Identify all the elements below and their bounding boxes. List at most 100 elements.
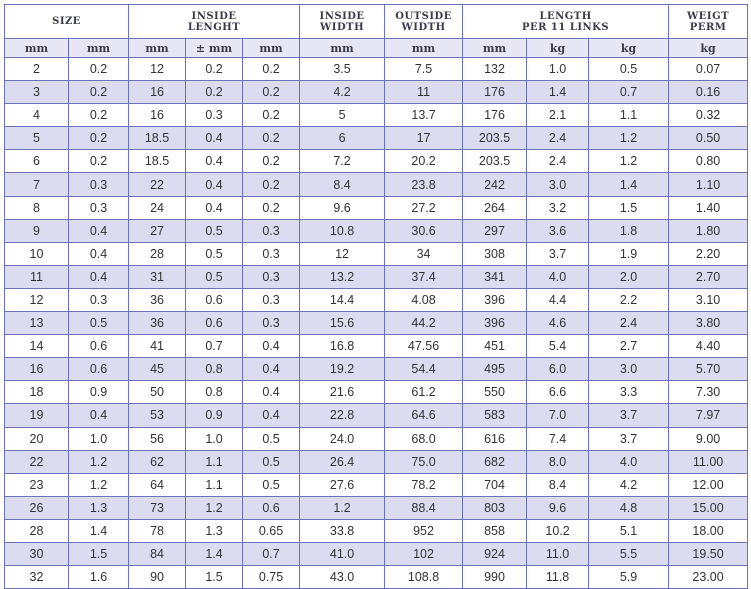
table-cell: 4.6 (526, 311, 590, 336)
table-cell: 44.2 (384, 311, 464, 336)
table-cell: 61.2 (384, 380, 464, 405)
table-cell: 0.4 (67, 241, 130, 266)
table-cell: 704 (462, 472, 528, 497)
table-cell: 1.2 (588, 126, 670, 151)
table-cell: 0.3 (185, 103, 244, 128)
table-cell: 34 (384, 241, 464, 266)
table-cell: 22 (128, 172, 187, 197)
table-cell: 2 (4, 56, 69, 82)
table-cell: 1.6 (67, 565, 130, 589)
table-cell: 31 (128, 264, 187, 289)
table-cell: 0.6 (67, 357, 130, 382)
table-cell: 451 (462, 334, 528, 359)
table-cell: 1.4 (526, 80, 590, 105)
table-cell: 84 (128, 541, 187, 567)
table-cell: 5.1 (588, 518, 670, 543)
table-cell: 3.3 (588, 380, 670, 405)
table-row: 13 0.5 36 0.6 0.3 15.6 44.2 396 4.6 2.4 3.80 (4, 311, 749, 336)
table-cell: 132 (462, 56, 528, 82)
table-cell: 924 (462, 541, 528, 567)
table-cell: 0.6 (242, 495, 301, 520)
table-cell: 9.6 (526, 495, 590, 520)
table-row: 26 1.3 73 1.2 0.6 1.2 88.4 803 9.6 4.8 15.00 (4, 495, 749, 520)
table-cell: 5.9 (588, 565, 670, 589)
unit-header-cell: mm (299, 38, 386, 58)
table-cell: 0.2 (242, 103, 301, 128)
unit-header-cell: mm (242, 38, 301, 58)
table-row: 10 0.4 28 0.5 0.3 12 34 308 3.7 1.9 2.20 (4, 241, 749, 266)
table-cell: 3 (4, 80, 69, 105)
table-cell: 88.4 (384, 495, 464, 520)
table-cell: 102 (384, 541, 464, 567)
table-cell: 0.4 (185, 172, 244, 197)
table-cell: 10.2 (526, 518, 590, 543)
table-cell: 0.07 (668, 56, 749, 82)
table-cell: 12 (299, 241, 386, 266)
table-cell: 16.8 (299, 334, 386, 359)
table-cell: 27 (128, 218, 187, 243)
table-cell: 3.0 (526, 172, 590, 197)
unit-header-cell: mm (4, 38, 69, 58)
table-cell: 11.0 (526, 541, 590, 567)
table-cell: 9.00 (668, 426, 749, 451)
table-cell: 12 (128, 56, 187, 82)
table-cell: 75.0 (384, 449, 464, 474)
table-cell: 0.4 (67, 218, 130, 243)
table-cell: 0.4 (242, 403, 301, 428)
header-length-per-11-links: LENGTH PER 11 LINKS (462, 4, 670, 39)
table-cell: 0.2 (67, 149, 130, 174)
table-cell: 1.2 (588, 149, 670, 174)
table-cell: 1.2 (299, 495, 386, 520)
table-cell: 396 (462, 311, 528, 336)
group-header-row: SIZE INSIDE LENGHT INSIDE WIDTH OUTSIDE WID… (3, 4, 749, 39)
table-cell: 203.5 (462, 126, 528, 151)
table-row: 3 0.2 16 0.2 0.2 4.2 11 176 1.4 0.7 0.16 (4, 80, 749, 105)
unit-header-cell: ± mm (185, 38, 244, 58)
table-cell: 11 (4, 264, 69, 289)
table-cell: 19 (4, 403, 69, 428)
table-cell: 6 (4, 149, 69, 174)
table-cell: 583 (462, 403, 528, 428)
table-cell: 0.80 (668, 149, 749, 174)
unit-header-cell: kg (526, 38, 590, 58)
table-cell: 43.0 (299, 565, 386, 589)
table-cell: 0.7 (588, 80, 670, 105)
table-cell: 0.16 (668, 80, 749, 105)
table-cell: 20.2 (384, 149, 464, 174)
table-row: 20 1.0 56 1.0 0.5 24.0 68.0 616 7.4 3.7 9.00 (4, 426, 749, 451)
table-cell: 21.6 (299, 380, 386, 405)
table-cell: 1.5 (588, 195, 670, 220)
table-cell: 2.0 (588, 264, 670, 289)
table-cell: 8 (4, 195, 69, 220)
table-cell: 495 (462, 357, 528, 382)
table-cell: 18.5 (128, 126, 187, 151)
table-cell: 14 (4, 334, 69, 359)
table-cell: 7.5 (384, 56, 464, 82)
table-cell: 41 (128, 334, 187, 359)
table-cell: 0.7 (242, 541, 301, 567)
table-cell: 4.4 (526, 287, 590, 313)
table-cell: 1.5 (185, 565, 244, 589)
table-cell: 16 (128, 103, 187, 128)
table-cell: 341 (462, 264, 528, 289)
table-cell: 0.3 (242, 287, 301, 313)
table-cell: 20 (4, 426, 69, 451)
header-weight-perm: WEIGT PERM (668, 4, 749, 39)
table-cell: 10 (4, 241, 69, 266)
table-cell: 64 (128, 472, 187, 497)
table-body: 2 0.2 12 0.2 0.2 3.5 7.5 132 1.0 0.5 0.07 3 0.2 16 0.2… (4, 56, 749, 589)
table-cell: 108.8 (384, 565, 464, 589)
table-cell: 16 (128, 80, 187, 105)
table-cell: 24.0 (299, 426, 386, 451)
table-cell: 1.2 (185, 495, 244, 520)
table-cell: 3.7 (588, 426, 670, 451)
chain-spec-table-container: SIZE INSIDE LENGHT INSIDE WIDTH OUTSIDE WID… (3, 4, 749, 589)
table-cell: 24 (128, 195, 187, 220)
table-cell: 7.0 (526, 403, 590, 428)
table-cell: 26 (4, 495, 69, 520)
table-cell: 0.5 (242, 472, 301, 497)
unit-header-cell: kg (588, 38, 670, 58)
table-cell: 0.4 (185, 195, 244, 220)
table-cell: 64.6 (384, 403, 464, 428)
table-cell: 4.8 (588, 495, 670, 520)
